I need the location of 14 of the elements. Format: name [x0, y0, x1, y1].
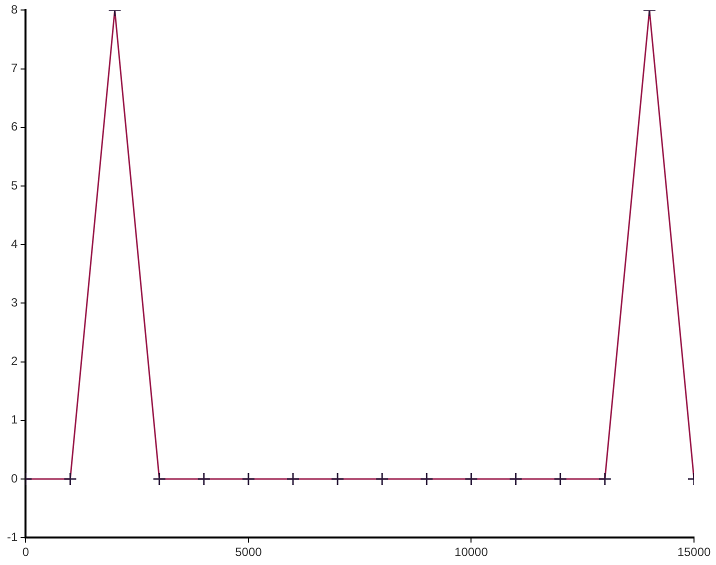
x-tick-label: 10000 [454, 545, 488, 560]
y-tick-label: 3 [10, 296, 18, 310]
x-tick-label: 0 [22, 545, 30, 560]
y-tick-label: -1 [7, 530, 18, 544]
y-tick-label: 1 [10, 412, 18, 427]
y-tick-label: 7 [10, 61, 18, 76]
x-tick-label: 15000 [677, 545, 712, 560]
y-tick-label: 2 [10, 354, 18, 368]
y-tick-label: 5 [10, 178, 18, 192]
y-tick-label: 8 [10, 2, 18, 17]
y-tick-label: 6 [10, 120, 18, 134]
x-tick-label: 5000 [235, 545, 262, 560]
y-tick-label: 4 [10, 236, 18, 251]
y-tick-label: 0 [10, 471, 18, 486]
